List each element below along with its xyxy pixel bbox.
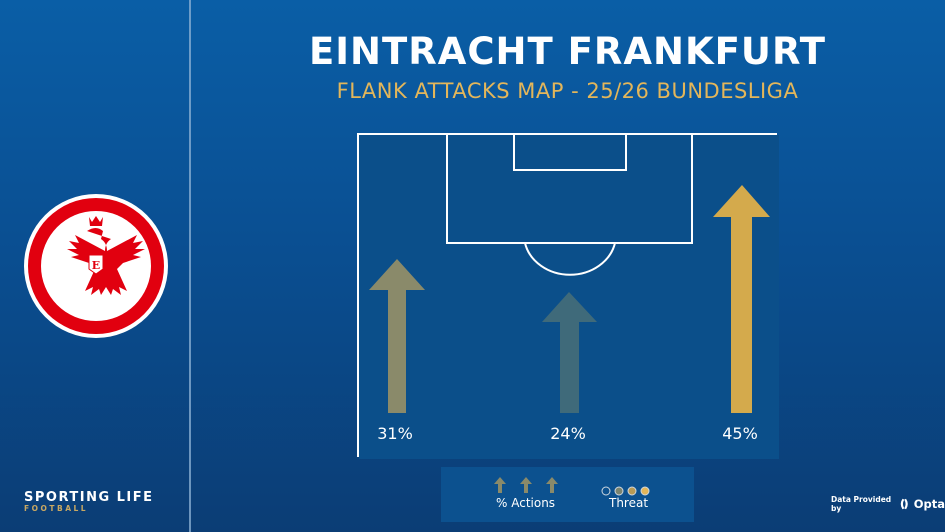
- threat-scale-dots: [601, 486, 650, 496]
- data-provider: Data Provided by Opta: [831, 495, 945, 513]
- opta-logo-icon: [900, 498, 908, 510]
- arrow-legend-icons: [494, 477, 558, 493]
- legend-actions-label: % Actions: [496, 496, 556, 510]
- page-subtitle: FLANK ATTACKS MAP - 25/26 BUNDESLIGA: [336, 79, 799, 103]
- sidebar-divider: [189, 0, 191, 532]
- brand-name: SPORTING LIFE: [24, 490, 154, 505]
- legend-threat-label: Threat: [609, 496, 649, 510]
- pitch-markings: [446, 135, 693, 276]
- legend-box: % Actions Threat: [441, 467, 694, 522]
- page-title: EINTRACHT FRANKFURT: [308, 30, 827, 73]
- value-label-right: 45%: [722, 424, 758, 443]
- sporting-life-logo: SPORTING LIFE FOOTBALL: [24, 490, 154, 513]
- svg-text:E: E: [92, 259, 100, 272]
- value-label-left: 31%: [377, 424, 413, 443]
- arrow-centre: [542, 292, 597, 413]
- arrow-left-flank: [369, 259, 425, 413]
- value-label-centre: 24%: [550, 424, 586, 443]
- provider-prefix: Data Provided by: [831, 495, 892, 513]
- pitch-chart: [357, 133, 779, 459]
- eagle-crest-icon: E: [24, 194, 168, 338]
- club-crest: E: [23, 193, 169, 343]
- arrow-right-flank: [713, 185, 770, 413]
- brand-sub: FOOTBALL: [24, 504, 89, 513]
- provider-name: Opta: [913, 497, 945, 511]
